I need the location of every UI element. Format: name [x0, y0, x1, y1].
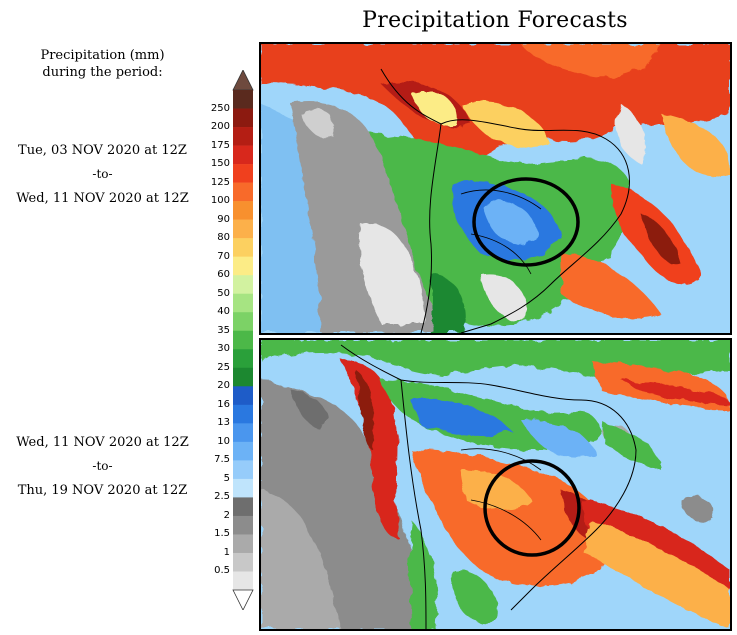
colorbar-tick-label: 40 — [217, 306, 230, 318]
colorbar-tick-label: 125 — [210, 176, 230, 188]
circle-annotation-2 — [483, 459, 581, 557]
colorbar-tick-label: 80 — [217, 232, 230, 244]
colorbar-swatch — [233, 201, 253, 220]
colorbar-swatch — [233, 219, 253, 239]
colorbar-swatch — [233, 127, 253, 146]
circle-annotation-1 — [472, 177, 580, 267]
colorbar-tick-label: 250 — [210, 102, 230, 114]
period-1-to-label: -to- — [92, 167, 113, 181]
colorbar-tick-label: 60 — [217, 269, 230, 281]
legend-title-line1: Precipitation (mm) — [40, 48, 165, 63]
figure-title: Precipitation Forecasts — [362, 8, 628, 33]
colorbar-tick-label: 2.5 — [214, 491, 230, 503]
colorbar-swatch — [233, 441, 253, 461]
colorbar-swatch — [233, 349, 253, 369]
colorbar-swatch — [233, 275, 253, 295]
colorbar-swatch — [233, 478, 253, 498]
legend-title: Precipitation (mm) during the period: — [0, 47, 205, 81]
colorbar-swatch — [233, 460, 253, 480]
colorbar-swatch — [233, 108, 253, 128]
colorbar-swatch — [233, 571, 253, 591]
colorbar-tick-label: 175 — [210, 139, 230, 151]
colorbar-tick-label: 16 — [217, 398, 230, 410]
colorbar-top-arrow — [232, 70, 254, 91]
colorbar-swatch — [233, 515, 253, 535]
colorbar-swatch — [233, 256, 253, 276]
colorbar-swatch — [233, 497, 253, 517]
colorbar-tick-label: 30 — [217, 343, 230, 355]
colorbar-tick-label: 5 — [223, 472, 230, 484]
colorbar-tick-label: 2 — [223, 509, 230, 521]
colorbar-tick-label: 200 — [210, 121, 230, 133]
colorbar-tick-label: 90 — [217, 213, 230, 225]
forecast-map-period-1 — [259, 42, 732, 335]
colorbar-tick-label: 1.5 — [214, 528, 230, 540]
colorbar-tick-label: 150 — [210, 158, 230, 170]
colorbar-swatch — [233, 90, 253, 109]
forecast-map-period-2 — [259, 338, 732, 631]
colorbar-swatch — [233, 330, 253, 350]
period-1-label: Tue, 03 NOV 2020 at 12Z -to- Wed, 11 NOV… — [0, 142, 205, 207]
period-1-end: Wed, 11 NOV 2020 at 12Z — [16, 191, 189, 206]
colorbar-bottom-arrow — [232, 589, 254, 610]
legend-title-line2: during the period: — [42, 65, 163, 80]
colorbar-tick-labels: 250 200 175 150 125 100 90 80 70 60 50 40 35 30 25 20 16… — [200, 0, 230, 635]
colorbar-tick-label: 35 — [217, 324, 230, 336]
precipitation-colorbar — [232, 70, 254, 610]
period-2-label: Wed, 11 NOV 2020 at 12Z -to- Thu, 19 NOV… — [0, 434, 205, 499]
colorbar-tick-label: 10 — [217, 435, 230, 447]
colorbar-tick-label: 50 — [217, 287, 230, 299]
period-2-end: Thu, 19 NOV 2020 at 12Z — [17, 483, 188, 498]
colorbar-swatch — [233, 182, 253, 202]
colorbar-tick-label: 70 — [217, 250, 230, 262]
colorbar-swatch — [233, 312, 253, 332]
colorbar-tick-label: 100 — [210, 195, 230, 207]
colorbar-swatch — [233, 145, 253, 165]
period-1-start: Tue, 03 NOV 2020 at 12Z — [18, 143, 187, 158]
colorbar-swatch — [233, 534, 253, 554]
colorbar-swatch — [233, 404, 253, 424]
period-2-start: Wed, 11 NOV 2020 at 12Z — [16, 435, 189, 450]
period-2-to-label: -to- — [92, 459, 113, 473]
colorbar-tick-label: 1 — [223, 546, 230, 558]
colorbar-tick-label: 13 — [217, 417, 230, 429]
map-2-canvas — [261, 340, 730, 629]
colorbar-tick-label: 7.5 — [214, 454, 230, 466]
colorbar-swatch — [233, 386, 253, 406]
colorbar-tick-label: 20 — [217, 380, 230, 392]
colorbar-swatch — [233, 238, 253, 257]
map-1-canvas — [261, 44, 730, 333]
colorbar-swatch — [233, 423, 253, 443]
colorbar-tick-label: 0.5 — [214, 565, 230, 577]
colorbar-swatch — [233, 367, 253, 387]
colorbar-tick-label: 25 — [217, 361, 230, 373]
colorbar-swatch — [233, 164, 253, 183]
colorbar-swatch — [233, 293, 253, 313]
colorbar-swatch — [233, 552, 253, 572]
